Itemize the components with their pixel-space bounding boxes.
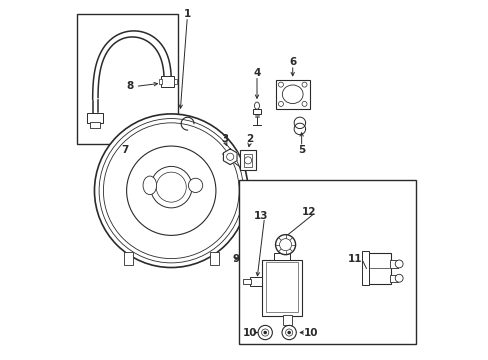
Bar (209, 252, 218, 265)
Ellipse shape (143, 176, 156, 195)
Text: 6: 6 (288, 57, 296, 67)
Circle shape (188, 178, 203, 193)
Circle shape (302, 102, 306, 107)
Bar (283, 315, 291, 325)
Text: 2: 2 (246, 134, 253, 144)
Circle shape (394, 274, 402, 282)
Circle shape (99, 118, 243, 263)
Text: 10: 10 (242, 328, 257, 338)
Circle shape (258, 325, 272, 340)
Text: 7: 7 (121, 145, 128, 155)
Bar (244, 154, 252, 167)
Ellipse shape (254, 102, 259, 109)
Bar (239, 180, 415, 344)
Circle shape (278, 82, 283, 87)
Bar (273, 252, 289, 260)
Bar (243, 279, 250, 284)
Bar (90, 122, 100, 128)
Circle shape (275, 235, 295, 255)
Polygon shape (223, 149, 237, 165)
Bar (265, 262, 298, 312)
Bar (240, 150, 255, 170)
Bar (389, 260, 397, 267)
Circle shape (279, 239, 291, 251)
Text: 12: 12 (301, 207, 315, 217)
Circle shape (156, 172, 186, 202)
Circle shape (282, 325, 296, 340)
Bar (262, 260, 301, 316)
Bar (173, 78, 176, 84)
Text: 5: 5 (297, 145, 305, 155)
Bar (87, 113, 103, 123)
Circle shape (103, 123, 239, 258)
Text: 1: 1 (183, 9, 191, 19)
Text: 9: 9 (232, 253, 239, 264)
Bar (275, 80, 309, 109)
Circle shape (126, 146, 216, 235)
Circle shape (94, 114, 247, 267)
Text: 4: 4 (253, 68, 260, 78)
Text: 3: 3 (221, 134, 228, 144)
Circle shape (150, 166, 192, 208)
Circle shape (302, 82, 306, 87)
Bar (77, 14, 178, 144)
Circle shape (226, 153, 233, 160)
Bar (389, 275, 397, 282)
Bar (249, 277, 262, 286)
Bar (367, 253, 390, 284)
Text: 8: 8 (126, 81, 134, 91)
Circle shape (264, 332, 266, 334)
Circle shape (287, 332, 290, 334)
Text: 13: 13 (254, 211, 268, 221)
Bar (161, 76, 174, 87)
Bar (252, 109, 261, 114)
Ellipse shape (282, 85, 303, 104)
Circle shape (244, 157, 251, 164)
Bar (123, 252, 132, 265)
Bar (362, 251, 368, 285)
Text: 10: 10 (303, 328, 317, 338)
Bar (159, 78, 162, 84)
Circle shape (261, 329, 268, 336)
Circle shape (278, 102, 283, 107)
Text: 11: 11 (347, 253, 362, 264)
Circle shape (394, 260, 402, 268)
Circle shape (285, 329, 292, 336)
